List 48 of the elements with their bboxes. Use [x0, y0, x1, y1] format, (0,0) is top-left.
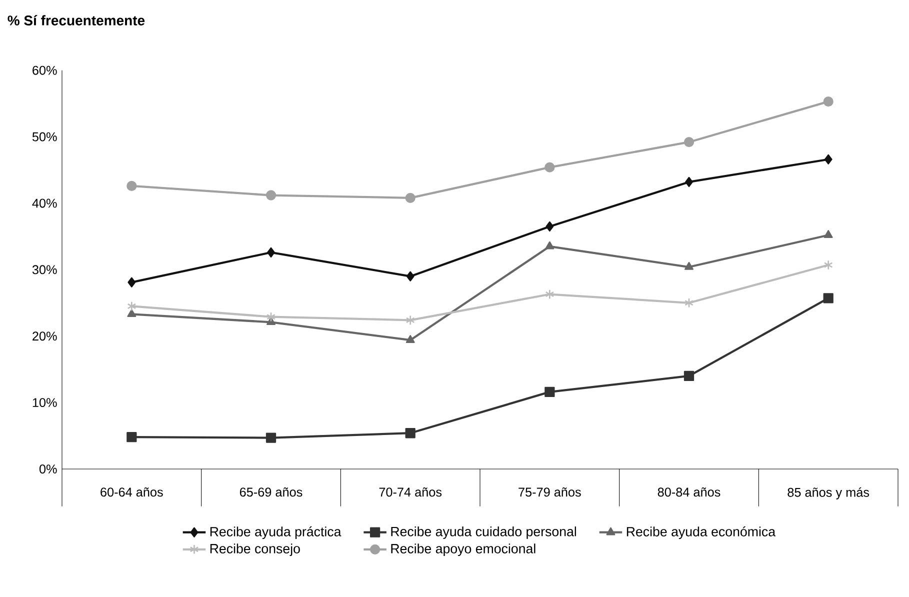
point: [685, 176, 693, 188]
point: [824, 154, 832, 164]
y-tick-label: 10%: [32, 398, 57, 408]
x-tick-label: 80-84 años: [658, 487, 720, 497]
x-tick-label: 85 años y más: [788, 487, 870, 500]
y-tick-label: 40%: [32, 198, 57, 208]
point: [266, 190, 276, 200]
point: [684, 370, 694, 382]
x-tick-label: 65-69 años: [240, 487, 302, 497]
point: [126, 432, 137, 442]
point: [405, 192, 416, 203]
point: [824, 230, 833, 238]
point: [684, 298, 694, 308]
legend-label: Recibe apoyo emocional: [391, 544, 536, 556]
point: [823, 293, 834, 304]
point: [406, 315, 415, 326]
point: [684, 262, 694, 270]
point: [267, 247, 275, 258]
point: [824, 260, 833, 270]
point: [266, 312, 276, 322]
point: [544, 386, 555, 397]
point: [546, 221, 554, 232]
x-tick-label: 70-74 años: [379, 487, 442, 497]
point: [406, 335, 415, 343]
point: [266, 432, 276, 443]
point: [128, 277, 136, 288]
legend-label: Recibe ayuda cuidado personal: [391, 526, 576, 539]
point: [126, 180, 137, 192]
point: [127, 301, 136, 312]
point: [545, 241, 554, 250]
y-tick-label: 50%: [32, 132, 57, 142]
y-tick-label: 60%: [32, 66, 57, 75]
y-tick-label: 0%: [39, 464, 57, 474]
x-tick-label: 75-79 años: [518, 487, 581, 497]
point: [406, 271, 414, 282]
point: [545, 289, 554, 300]
point: [127, 309, 136, 318]
y-tick-label: 30%: [32, 265, 57, 274]
chart-title: % Sí frecuentemente: [8, 15, 145, 26]
point: [684, 137, 694, 148]
x-tick-label: 60-64 años: [100, 487, 163, 497]
y-tick-label: 20%: [32, 332, 57, 341]
point: [405, 428, 416, 438]
point: [544, 162, 555, 172]
legend-label: Recibe ayuda económica: [626, 526, 776, 540]
legend-label: Recibe ayuda práctica: [210, 526, 342, 540]
point: [823, 96, 834, 107]
legend-label: Recibe consejo: [210, 544, 300, 556]
